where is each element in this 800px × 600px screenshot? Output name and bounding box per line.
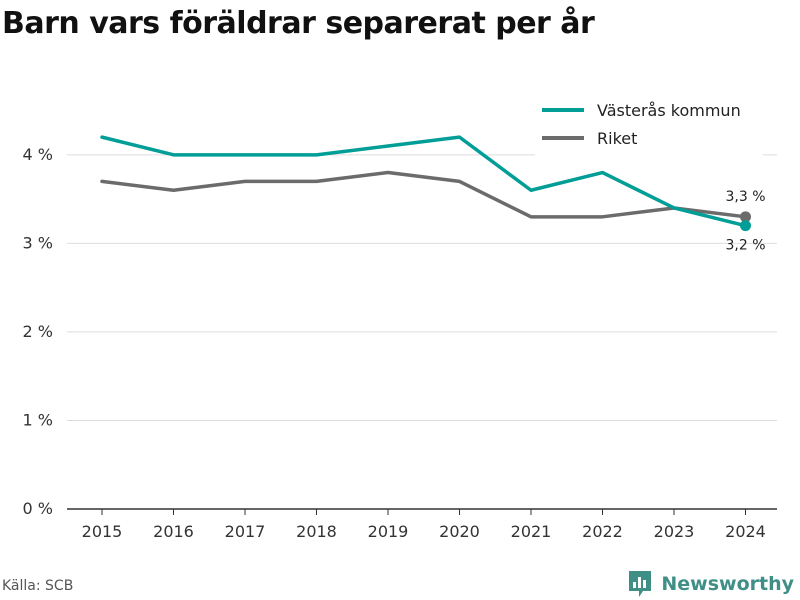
x-tick-label: 2017 — [225, 522, 266, 541]
x-tick-label: 2019 — [368, 522, 409, 541]
y-tick-label: 1 % — [23, 410, 53, 429]
x-tick-label: 2024 — [725, 522, 766, 541]
x-tick-label: 2023 — [654, 522, 695, 541]
brand-name: Newsworthy — [661, 573, 794, 595]
end-value-label: 3,3 % — [725, 189, 765, 205]
x-tick-label: 2015 — [82, 522, 123, 541]
y-axis-ticks: 0 % 1 % 2 % 3 % 4 % — [23, 145, 53, 518]
series-lines — [100, 135, 751, 232]
gridlines — [67, 154, 777, 421]
series-end-point — [740, 220, 751, 232]
x-tick-label: 2020 — [439, 522, 480, 541]
series-line — [100, 170, 748, 219]
x-tick-label: 2022 — [582, 522, 623, 541]
y-tick-label: 4 % — [23, 145, 53, 164]
end-labels: 3,2 % 3,3 % — [725, 189, 765, 254]
series-end-point — [740, 211, 751, 223]
end-value-label: 3,2 % — [725, 238, 765, 254]
y-tick-label: 0 % — [23, 499, 53, 518]
x-tick-label: 2021 — [511, 522, 552, 541]
series-line — [100, 135, 748, 228]
x-axis-ticks: 2015 2016 2017 2018 2019 2020 2021 2022 2023 2024 — [82, 509, 766, 541]
legend-label: Riket — [597, 129, 637, 148]
source-note: Källa: SCB — [2, 578, 74, 594]
y-tick-label: 3 % — [23, 233, 53, 252]
x-tick-label: 2016 — [153, 522, 194, 541]
x-tick-label: 2018 — [296, 522, 337, 541]
brand-logo: Newsworthy — [627, 569, 794, 599]
chart-title: Barn vars föräldrar separerat per år — [2, 6, 595, 41]
newsworthy-logo-icon — [629, 571, 652, 597]
y-tick-label: 2 % — [23, 322, 53, 341]
legend-background — [535, 94, 763, 156]
legend-label: Västerås kommun — [597, 101, 741, 120]
legend: Västerås kommun Riket — [535, 94, 763, 156]
